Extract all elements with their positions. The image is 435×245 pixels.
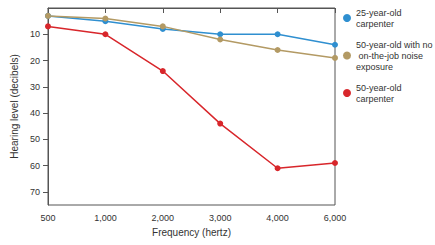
svg-text:Hearing level (decibels): Hearing level (decibels): [9, 54, 20, 159]
svg-text:carpenter: carpenter: [356, 19, 394, 29]
svg-text:carpenter: carpenter: [356, 94, 394, 104]
svg-text:2,000: 2,000: [152, 213, 175, 223]
svg-text:50-year-old with no: 50-year-old with no: [356, 40, 433, 50]
svg-text:30: 30: [30, 82, 40, 92]
svg-text:70: 70: [30, 187, 40, 197]
svg-text:50-year-old: 50-year-old: [356, 83, 404, 93]
svg-text:Frequency (hertz): Frequency (hertz): [152, 227, 231, 238]
svg-text:on-the-job noise: on-the-job noise: [356, 51, 426, 61]
svg-text:500: 500: [40, 213, 55, 223]
svg-text:10: 10: [30, 29, 40, 39]
svg-text:3,000: 3,000: [209, 213, 232, 223]
svg-text:4,000: 4,000: [266, 213, 289, 223]
svg-text:exposure: exposure: [356, 62, 393, 72]
svg-text:6,000: 6,000: [324, 213, 347, 223]
svg-text:20: 20: [30, 56, 40, 66]
svg-text:40: 40: [30, 108, 40, 118]
svg-text:60: 60: [30, 161, 40, 171]
svg-text:25-year-old: 25-year-old: [356, 8, 404, 18]
svg-text:50: 50: [30, 134, 40, 144]
svg-text:1,000: 1,000: [94, 213, 117, 223]
